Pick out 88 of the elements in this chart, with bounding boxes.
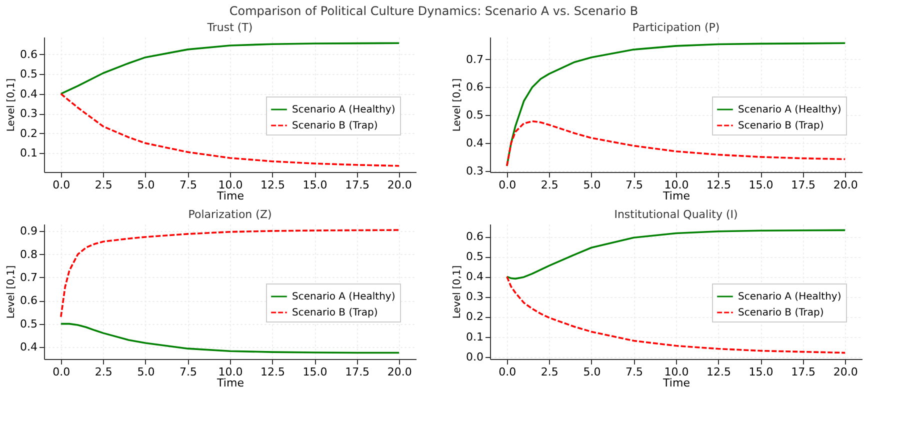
text: Comparison of Political Culture Dynamics: Scenario A vs. Scenario B (229, 4, 638, 18)
x-tick-label: 2.5 (94, 366, 112, 378)
x-tick-label: 10.0 (218, 366, 243, 378)
line-series (506, 120, 846, 167)
x-axis-title: Time (216, 190, 244, 202)
x-tick-label: 20.0 (387, 366, 412, 378)
x-tick-label: 17.5 (345, 178, 370, 192)
x-tick-label: 12.5 (260, 178, 286, 192)
x-tick-label: 15.0 (748, 366, 774, 378)
line-series (60, 229, 400, 318)
y-tick-label: 0.3 (20, 107, 38, 120)
x-tick-label: 10.0 (664, 366, 689, 378)
x-axis-title: Time (662, 376, 690, 390)
y-axis-title: Level [0,1] (6, 265, 18, 319)
x-tick-label: 12.5 (706, 366, 732, 378)
legend-label: Scenario B (Trap) (292, 308, 378, 318)
x-tick-label: 2.5 (540, 178, 558, 192)
y-tick-label: 0.8 (20, 248, 38, 261)
legend-label: Scenario A (Healthy) (738, 292, 842, 302)
y-tick-label: 0.4 (20, 340, 38, 354)
y-tick-label: 0.9 (20, 224, 38, 238)
chart-title: Institutional Quality (I) (614, 208, 738, 221)
chart-title: Trust (T) (206, 21, 253, 34)
x-tick-label: 5.0 (137, 366, 155, 378)
y-tick-label: 0.5 (466, 250, 484, 264)
y-tick-label: 0.0 (466, 350, 484, 364)
y-tick-label: 0.4 (20, 87, 38, 100)
x-tick-label: 15.0 (748, 178, 774, 192)
x-axis-title: Time (216, 376, 244, 390)
x-tick-label: 17.5 (345, 366, 370, 378)
y-tick-label: 0.7 (466, 52, 484, 66)
y-tick-label: 0.6 (20, 294, 38, 308)
y-tick-label: 0.3 (466, 164, 484, 178)
x-tick-label: 20.0 (387, 178, 412, 192)
y-axis-title: Level [0,1] (452, 265, 464, 319)
y-tick-label: 0.5 (20, 68, 38, 81)
y-tick-label: 0.2 (20, 126, 38, 140)
x-axis-title: Time (662, 190, 690, 202)
line-series (60, 42, 400, 95)
x-tick-label: 2.5 (540, 366, 558, 378)
x-tick-label: 17.5 (791, 178, 816, 192)
x-tick-label: 20.0 (833, 366, 858, 378)
x-tick-label: 0.0 (498, 178, 516, 192)
x-tick-label: 7.5 (625, 178, 643, 192)
y-tick-label: 0.1 (20, 146, 38, 160)
y-tick-label: 0.6 (466, 80, 484, 94)
y-tick-label: 0.1 (466, 330, 484, 344)
y-tick-label: 0.4 (466, 270, 484, 284)
y-axis-title: Level [0,1] (452, 78, 464, 132)
x-tick-label: 15.0 (302, 178, 328, 192)
legend-label: Scenario A (Healthy) (738, 104, 842, 116)
y-tick-label: 0.7 (20, 270, 38, 284)
x-tick-label: 12.5 (706, 178, 732, 192)
x-tick-label: 10.0 (218, 178, 243, 192)
x-tick-label: 17.5 (791, 366, 816, 378)
legend-label: Scenario B (Trap) (738, 308, 824, 318)
x-tick-label: 0.0 (498, 366, 516, 378)
line-series (60, 322, 400, 354)
x-tick-label: 5.0 (137, 178, 155, 192)
x-tick-label: 0.0 (52, 178, 70, 192)
y-tick-label: 0.4 (466, 136, 484, 150)
x-tick-label: 15.0 (302, 366, 328, 378)
x-tick-label: 10.0 (664, 178, 689, 192)
legend-label: Scenario B (Trap) (738, 120, 824, 132)
line-series (506, 229, 846, 280)
x-tick-label: 7.5 (179, 178, 197, 192)
chart-title: Participation (P) (632, 21, 720, 34)
y-tick-label: 0.5 (466, 108, 484, 122)
legend-label: Scenario B (Trap) (292, 120, 378, 132)
x-tick-label: 20.0 (833, 178, 858, 192)
x-tick-label: 0.0 (52, 366, 70, 378)
x-tick-label: 2.5 (94, 178, 112, 192)
x-tick-label: 12.5 (260, 366, 286, 378)
legend-label: Scenario A (Healthy) (292, 104, 396, 116)
y-axis-title: Level [0,1] (6, 78, 18, 132)
chart-title: Polarization (Z) (188, 208, 272, 221)
x-tick-label: 7.5 (625, 366, 643, 378)
y-tick-label: 0.2 (466, 310, 484, 324)
x-tick-label: 5.0 (583, 366, 601, 378)
x-tick-label: 7.5 (179, 366, 197, 378)
legend-label: Scenario A (Healthy) (292, 292, 396, 302)
y-tick-label: 0.3 (466, 290, 484, 304)
y-tick-label: 0.6 (20, 48, 38, 61)
x-tick-label: 5.0 (583, 178, 601, 192)
line-series (506, 276, 846, 354)
y-tick-label: 0.6 (466, 230, 484, 244)
line-series (60, 92, 400, 167)
y-tick-label: 0.5 (20, 317, 38, 330)
